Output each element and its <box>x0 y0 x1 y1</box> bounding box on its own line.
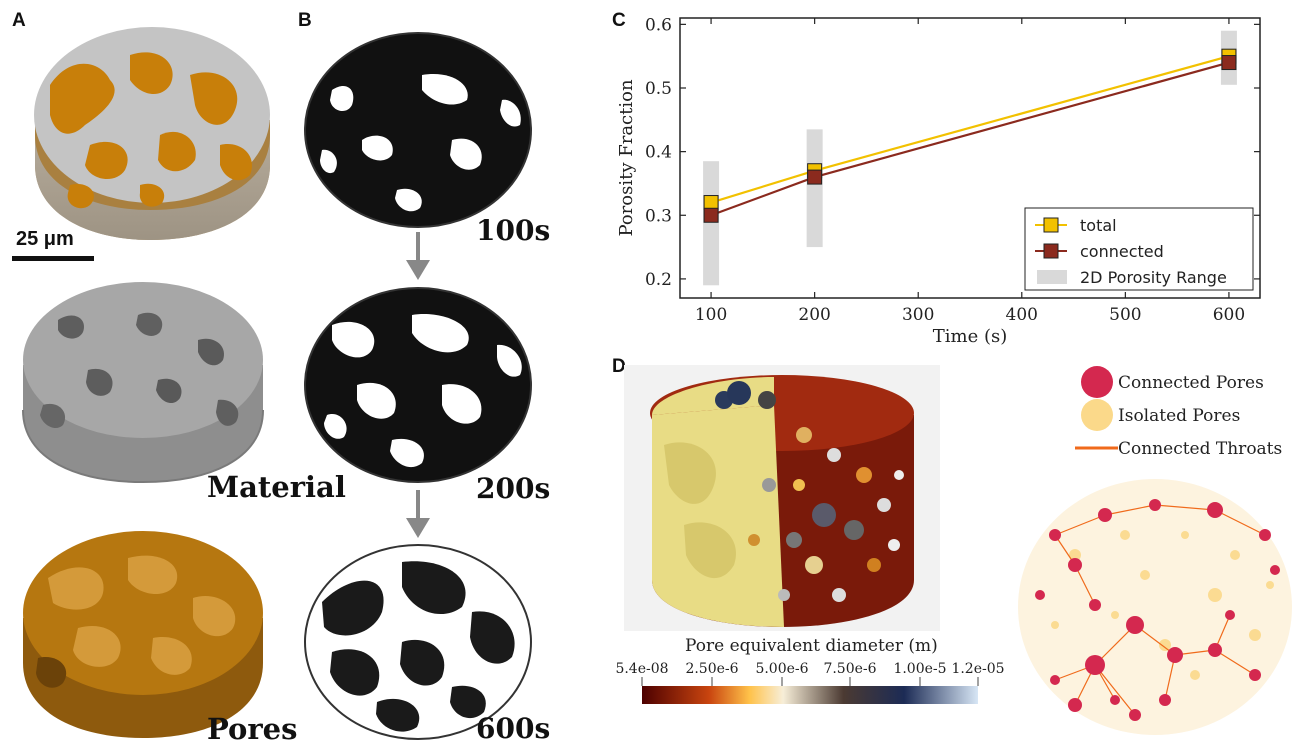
series-line-total <box>710 55 1230 204</box>
legend-panel-d: Connected Pores Isolated Pores Connected T… <box>1075 366 1282 459</box>
colorbar-tick-label-4: 1.00e-5 <box>893 661 946 677</box>
colorbar-tick-label-1: 2.50e-6 <box>685 661 738 677</box>
point-connected-100 <box>703 207 719 223</box>
time-label-200s: 200s <box>476 472 551 505</box>
pores-label: Pores <box>207 712 298 745</box>
legend-marker-connected <box>1043 243 1059 259</box>
range-bar-200 <box>806 129 823 248</box>
y-tick-label-0.4: 0.4 <box>645 143 672 163</box>
y-tick-label-0.3: 0.3 <box>645 206 672 226</box>
x-tick-label-400: 400 <box>1006 305 1038 325</box>
legend-label-connected: connected <box>1080 242 1164 261</box>
legend-d-label-1: Isolated Pores <box>1118 406 1240 426</box>
legend-marker-total <box>1043 217 1059 233</box>
porosity-chart: 100 200 300 400 500 600 0.2 0.3 0.4 0.5 0.6 Time (s… <box>616 15 1261 347</box>
plot-frame <box>679 17 1261 299</box>
x-tick-label-300: 300 <box>902 305 934 325</box>
y-tick-label-0.5: 0.5 <box>645 79 672 99</box>
colorbar-gradient <box>642 686 978 704</box>
x-axis-label: Time (s) <box>933 326 1008 347</box>
binary-slice-100s <box>304 32 532 228</box>
x-tick-label-500: 500 <box>1109 305 1141 325</box>
combined-cylinder-render <box>34 27 270 240</box>
pore-network-3d-render <box>624 365 940 631</box>
legend-marker-range <box>1037 270 1067 284</box>
legend-d-label-0: Connected Pores <box>1118 373 1264 393</box>
colorbar: 5.4e-08 2.50e-6 5.00e-6 7.50e-6 1.00e-5 1.2e-… <box>615 661 1005 704</box>
pores-cylinder-render <box>23 531 263 738</box>
panel-letter-a: A <box>12 10 26 31</box>
binary-slice-200s <box>304 287 532 483</box>
x-tick-label-200: 200 <box>798 305 830 325</box>
series-line-connected <box>710 61 1230 217</box>
legend-d-label-2: Connected Throats <box>1118 439 1282 459</box>
legend-d-marker-1 <box>1081 399 1113 431</box>
panel-letter-d: D <box>612 356 626 377</box>
range-bar-100 <box>703 161 720 286</box>
y-tick-label-0.6: 0.6 <box>645 15 672 35</box>
y-axis-label: Porosity Fraction <box>616 79 637 237</box>
scale-bar-label: 25 μm <box>16 228 74 250</box>
legend-label-range: 2D Porosity Range <box>1080 268 1227 287</box>
colorbar-tick-label-0: 5.4e-08 <box>615 661 668 677</box>
x-tick-label-600: 600 <box>1213 305 1245 325</box>
point-total-100 <box>703 195 719 211</box>
y-tick-label-0.2: 0.2 <box>645 270 672 290</box>
colorbar-title: Pore equivalent diameter (m) <box>685 636 938 656</box>
time-label-100s: 100s <box>476 214 551 247</box>
time-label-600s: 600s <box>476 712 551 745</box>
down-arrow-1 <box>406 232 430 280</box>
down-arrow-2 <box>406 490 430 538</box>
material-cylinder-render <box>22 282 264 484</box>
point-connected-600 <box>1221 55 1237 71</box>
colorbar-tick-label-5: 1.2e-05 <box>951 661 1004 677</box>
scale-bar <box>12 256 94 261</box>
legend-d-marker-0 <box>1081 366 1113 398</box>
pore-spheres <box>748 427 904 602</box>
legend-label-total: total <box>1080 216 1117 235</box>
panel-letter-b: B <box>298 10 312 31</box>
material-label: Material <box>207 470 346 504</box>
colorbar-tick-label-3: 7.50e-6 <box>823 661 876 677</box>
x-tick-label-100: 100 <box>695 305 727 325</box>
panel-letter-c: C <box>612 10 626 31</box>
colorbar-tick-label-2: 5.00e-6 <box>755 661 808 677</box>
pore-network-2d-graph <box>1018 479 1292 735</box>
binary-slice-600s <box>304 544 532 740</box>
point-connected-200 <box>807 169 823 185</box>
